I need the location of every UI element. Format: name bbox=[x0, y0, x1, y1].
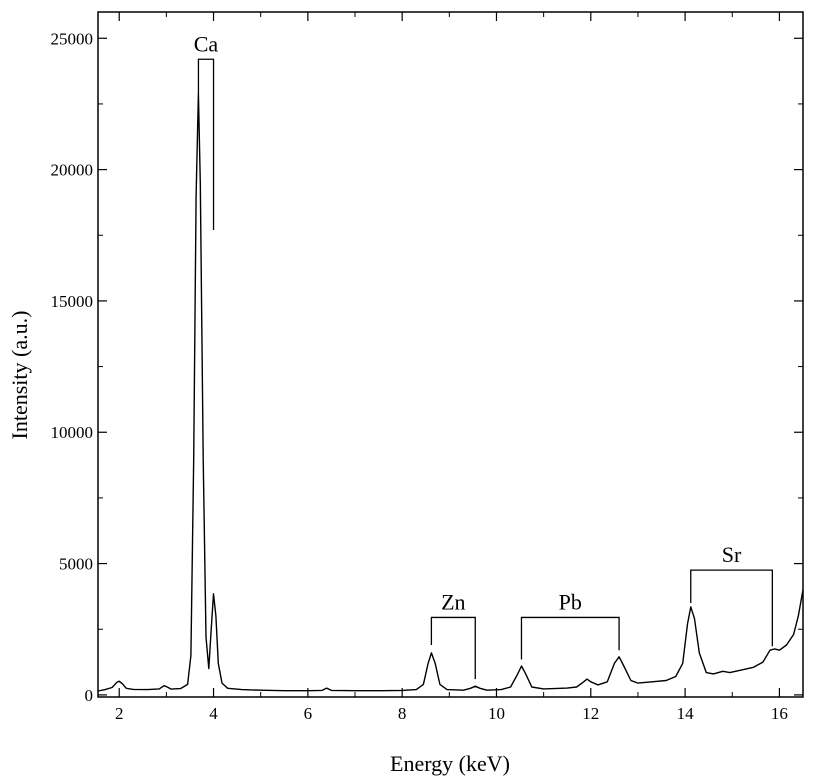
peak-label-ca: Ca bbox=[194, 31, 219, 56]
y-tick-label: 0 bbox=[85, 686, 94, 705]
spectrum-line bbox=[97, 92, 804, 692]
x-tick-label: 8 bbox=[398, 704, 407, 723]
x-tick-label: 10 bbox=[488, 704, 505, 723]
peak-label-sr: Sr bbox=[722, 542, 742, 567]
peak-bracket-pb bbox=[520, 616, 620, 660]
peak-annotations: Ca Zn Pb Sr bbox=[194, 31, 773, 680]
y-axis-label: Intensity (a.u.) bbox=[7, 311, 32, 440]
x-tick-label: 14 bbox=[677, 704, 695, 723]
peak-bracket-sr bbox=[690, 569, 773, 647]
x-tick-label: 6 bbox=[304, 704, 313, 723]
peak-bracket-ca bbox=[197, 58, 215, 231]
peak-bracket-zn bbox=[430, 616, 476, 680]
x-tick-label: 2 bbox=[115, 704, 124, 723]
tick-labels: 2 4 6 8 10 12 14 16 0 5000 10000 15000 20000 25000 bbox=[51, 29, 788, 723]
axis-ticks bbox=[98, 12, 803, 697]
y-tick-label: 15000 bbox=[51, 292, 94, 311]
y-tick-label: 10000 bbox=[51, 423, 94, 442]
y-tick-label: 20000 bbox=[51, 161, 94, 180]
x-tick-label: 16 bbox=[771, 704, 788, 723]
peak-label-zn: Zn bbox=[441, 589, 465, 614]
x-tick-label: 4 bbox=[209, 704, 218, 723]
y-tick-label: 5000 bbox=[59, 555, 93, 574]
peak-label-pb: Pb bbox=[559, 589, 582, 614]
y-tick-label: 25000 bbox=[51, 29, 94, 48]
plot-frame bbox=[97, 11, 804, 698]
x-tick-label: 12 bbox=[582, 704, 599, 723]
x-axis-label: Energy (keV) bbox=[390, 751, 510, 776]
